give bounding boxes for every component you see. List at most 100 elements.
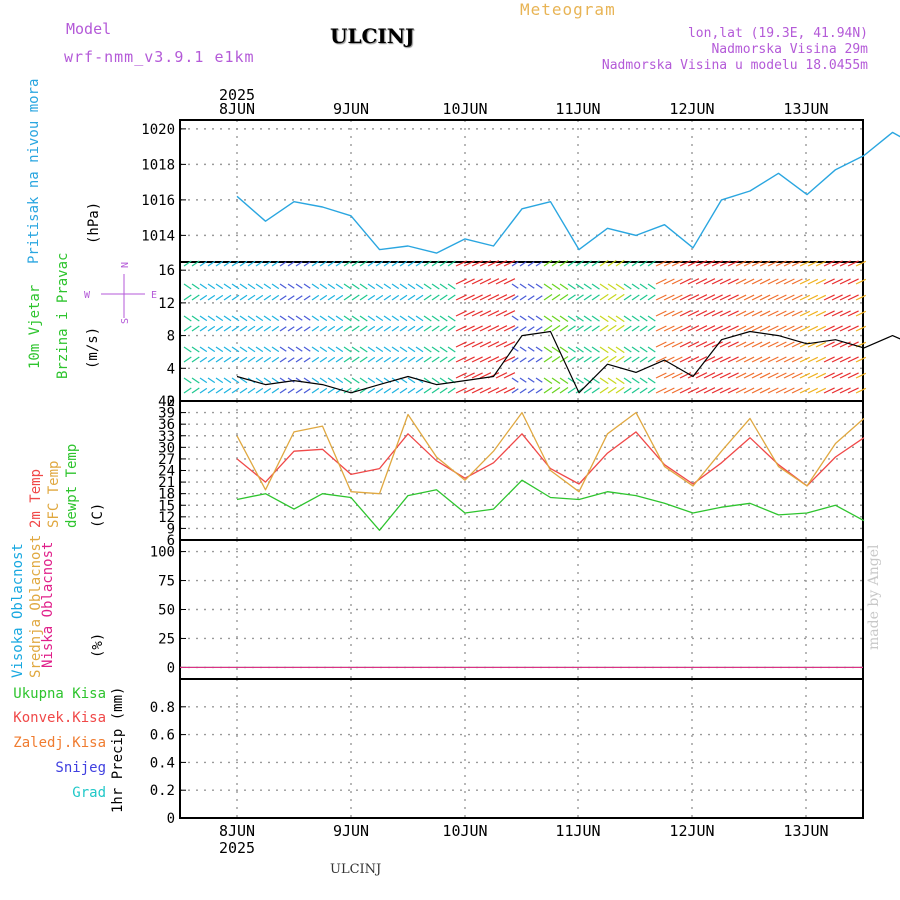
wind-arrow <box>215 377 224 384</box>
wind-arrow <box>719 310 731 317</box>
wind-arrow <box>855 278 867 285</box>
wind-arrow <box>183 346 192 353</box>
wind-arrow <box>719 278 731 285</box>
compass-e: E <box>151 290 157 301</box>
wind-arrow <box>527 295 535 301</box>
wind-arrow <box>215 356 224 363</box>
wind-arrow <box>551 325 561 332</box>
wind-arrow <box>247 346 256 353</box>
wind-arrow <box>471 325 483 332</box>
wind-arrow <box>223 260 232 267</box>
wind-arrow <box>519 283 527 289</box>
wind-arrow <box>759 341 771 348</box>
wind-arrow <box>711 372 723 379</box>
wind-arrow <box>575 356 584 363</box>
wind-arrow <box>815 387 827 394</box>
wind-arrow <box>487 325 500 332</box>
wind-arrow <box>239 325 248 332</box>
wind-arrow <box>207 294 216 301</box>
wind-arrow <box>343 356 352 363</box>
wind-arrow <box>495 260 508 267</box>
wind-arrow <box>335 346 344 353</box>
wind-arrow <box>543 325 553 332</box>
wind-arrow <box>711 260 723 267</box>
wind-arrow <box>415 346 424 353</box>
wind-arrow <box>791 372 803 379</box>
wind-arrow <box>271 325 280 332</box>
wind-arrow <box>255 387 264 394</box>
wind-arrow <box>751 278 763 285</box>
wind-arrow <box>687 356 700 363</box>
wind-arrow <box>703 325 716 332</box>
wind-arrow <box>271 283 280 290</box>
wind-arrow <box>743 325 755 332</box>
wind-arrow <box>255 377 264 384</box>
wind-arrow <box>855 356 867 363</box>
wind-arrow <box>535 357 543 363</box>
wind-arrow <box>719 260 731 267</box>
wind-arrow <box>487 387 500 394</box>
wind-arrow <box>351 325 360 332</box>
wind-arrow <box>455 356 467 363</box>
wind-arrow <box>479 294 492 301</box>
wind-arrow <box>431 260 440 267</box>
wind-arrow <box>319 356 328 363</box>
wind-arrow <box>807 356 819 363</box>
wind-arrow <box>335 294 344 301</box>
wind-arrow <box>831 341 843 348</box>
wind-arrow <box>207 260 216 267</box>
wind-arrow <box>839 260 851 267</box>
wind-arrow <box>367 294 376 301</box>
wind-arrow <box>567 346 576 353</box>
wind-arrow <box>495 294 508 301</box>
wind-arrow <box>743 387 755 394</box>
pressure-line <box>236 131 900 254</box>
wind-arrow <box>255 315 264 322</box>
wind-arrows <box>183 259 867 394</box>
wind-arrow <box>855 325 867 332</box>
wind-arrow <box>439 260 448 267</box>
wind-arrow <box>663 310 675 317</box>
ytick-label-2-12: 42 <box>158 394 175 410</box>
wind-arrow <box>215 346 224 353</box>
ytick-label-2-4: 18 <box>158 487 175 503</box>
wind-arrow <box>775 278 787 285</box>
wind-arrow <box>687 387 700 394</box>
wind-arrow <box>383 283 392 290</box>
wind-arrow <box>671 325 683 332</box>
wind-arrow <box>247 387 256 394</box>
wind-arrow <box>263 283 272 290</box>
wind-arrow <box>383 356 392 363</box>
wind-arrow <box>751 341 763 348</box>
wind-arrow <box>207 346 216 353</box>
wind-arrow <box>535 295 543 301</box>
wind-arrow <box>783 387 795 394</box>
wind-arrow <box>775 356 787 363</box>
wind-arrow <box>511 377 519 383</box>
wind-arrow <box>671 372 683 379</box>
wind-arrow <box>815 356 827 363</box>
wind-arrow <box>647 356 656 363</box>
wind-arrow <box>455 387 467 394</box>
wind-arrow <box>671 278 683 285</box>
wind-arrow <box>487 294 500 301</box>
wind-arrow <box>391 315 400 322</box>
wind-arrow <box>647 260 656 267</box>
wind-arrow <box>431 387 440 394</box>
wind-arrow <box>303 346 311 352</box>
wind-arrow <box>751 294 763 301</box>
wind-arrow <box>639 356 648 363</box>
wind-arrow <box>511 388 519 394</box>
wind-arrow <box>439 377 448 384</box>
year-label-top: 2025 <box>219 86 255 104</box>
wind-arrow <box>575 315 584 322</box>
wind-arrow <box>239 387 248 394</box>
wind-arrow <box>591 346 600 353</box>
wind-arrow <box>319 346 328 353</box>
wind-arrow <box>207 356 216 363</box>
wind-arrow <box>183 325 192 332</box>
ytick-label-4-2: 0.4 <box>150 755 175 771</box>
wind-arrow <box>727 387 739 394</box>
wind-arrow <box>455 310 467 317</box>
wind-arrow <box>511 283 519 289</box>
